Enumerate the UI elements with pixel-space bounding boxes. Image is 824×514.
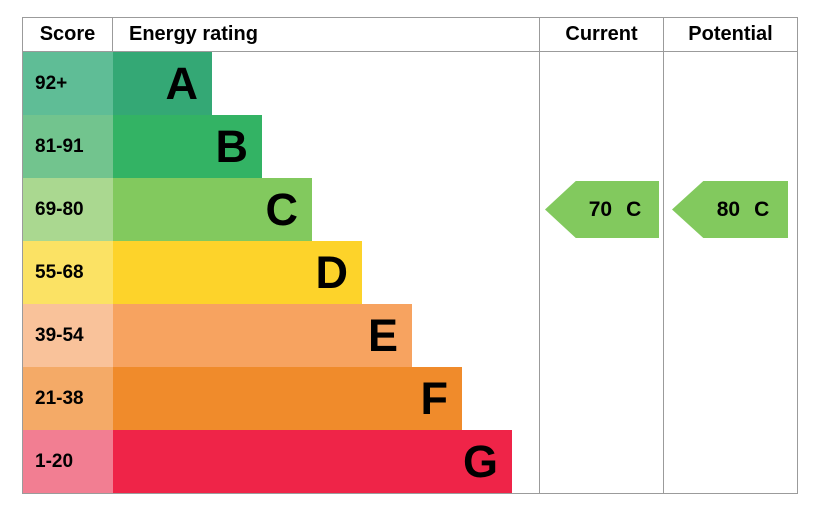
current-cell-b xyxy=(539,115,663,178)
score-range-label-c: 69-80 xyxy=(23,178,113,241)
potential-cell-a xyxy=(663,52,797,115)
current-cell-g xyxy=(539,430,663,493)
rating-bar-e: E xyxy=(113,304,412,367)
potential-band-letter: C xyxy=(754,198,770,221)
potential-cell-g xyxy=(663,430,797,493)
band-letter-g: G xyxy=(462,436,498,487)
rating-bar-b: B xyxy=(113,115,262,178)
potential-cell-c: 80 C xyxy=(663,178,797,241)
current-cell-f xyxy=(539,367,663,430)
current-cell-e xyxy=(539,304,663,367)
rating-bar-cell-a: A xyxy=(113,52,539,115)
score-column-header: Score xyxy=(23,18,113,51)
energy-rating-column-header: Energy rating xyxy=(129,23,258,45)
epc-rating-chart: Score Energy rating Current Potential 92… xyxy=(22,17,798,494)
rating-bar-cell-e: E xyxy=(113,304,539,367)
band-row-b: 81-91 B xyxy=(23,115,797,178)
potential-score-value: 80 xyxy=(716,198,741,221)
band-letter-e: E xyxy=(367,310,398,361)
score-range-label-f: 21-38 xyxy=(23,367,113,430)
band-row-a: 92+ A xyxy=(23,52,797,115)
current-cell-d xyxy=(539,241,663,304)
band-row-e: 39-54 E xyxy=(23,304,797,367)
current-rating-arrow: 70 C xyxy=(545,181,659,238)
band-letter-b: B xyxy=(215,121,249,172)
current-score-value: 70 xyxy=(588,198,613,221)
score-range-label-b: 81-91 xyxy=(23,115,113,178)
score-range-label-e: 39-54 xyxy=(23,304,113,367)
score-range-label-a: 92+ xyxy=(23,52,113,115)
score-range-label-d: 55-68 xyxy=(23,241,113,304)
rating-bar-f: F xyxy=(113,367,462,430)
potential-cell-b xyxy=(663,115,797,178)
table-header-row: Score Energy rating Current Potential xyxy=(23,18,797,52)
band-row-f: 21-38 F xyxy=(23,367,797,430)
rating-bar-c: C xyxy=(113,178,312,241)
rating-bar-d: D xyxy=(113,241,362,304)
current-cell-a xyxy=(539,52,663,115)
band-row-g: 1-20 G xyxy=(23,430,797,493)
score-range-label-g: 1-20 xyxy=(23,430,113,493)
rating-bar-cell-g: G xyxy=(113,430,539,493)
band-letter-c: C xyxy=(265,184,299,235)
band-row-d: 55-68 D xyxy=(23,241,797,304)
band-letter-f: F xyxy=(420,373,449,424)
rating-bar-g: G xyxy=(113,430,512,493)
band-row-c: 69-80 C 70 C 80 C xyxy=(23,178,797,241)
rating-bar-cell-d: D xyxy=(113,241,539,304)
potential-cell-d xyxy=(663,241,797,304)
potential-rating-arrow: 80 C xyxy=(672,181,788,238)
potential-cell-e xyxy=(663,304,797,367)
current-band-letter: C xyxy=(626,198,642,221)
potential-column-header: Potential xyxy=(663,18,797,51)
rating-bar-a: A xyxy=(113,52,212,115)
band-letter-a: A xyxy=(165,58,199,109)
band-letter-d: D xyxy=(315,247,349,298)
rating-bar-cell-f: F xyxy=(113,367,539,430)
current-cell-c: 70 C xyxy=(539,178,663,241)
potential-cell-f xyxy=(663,367,797,430)
rating-bar-cell-b: B xyxy=(113,115,539,178)
current-column-header: Current xyxy=(539,18,663,51)
rating-bar-cell-c: C xyxy=(113,178,539,241)
